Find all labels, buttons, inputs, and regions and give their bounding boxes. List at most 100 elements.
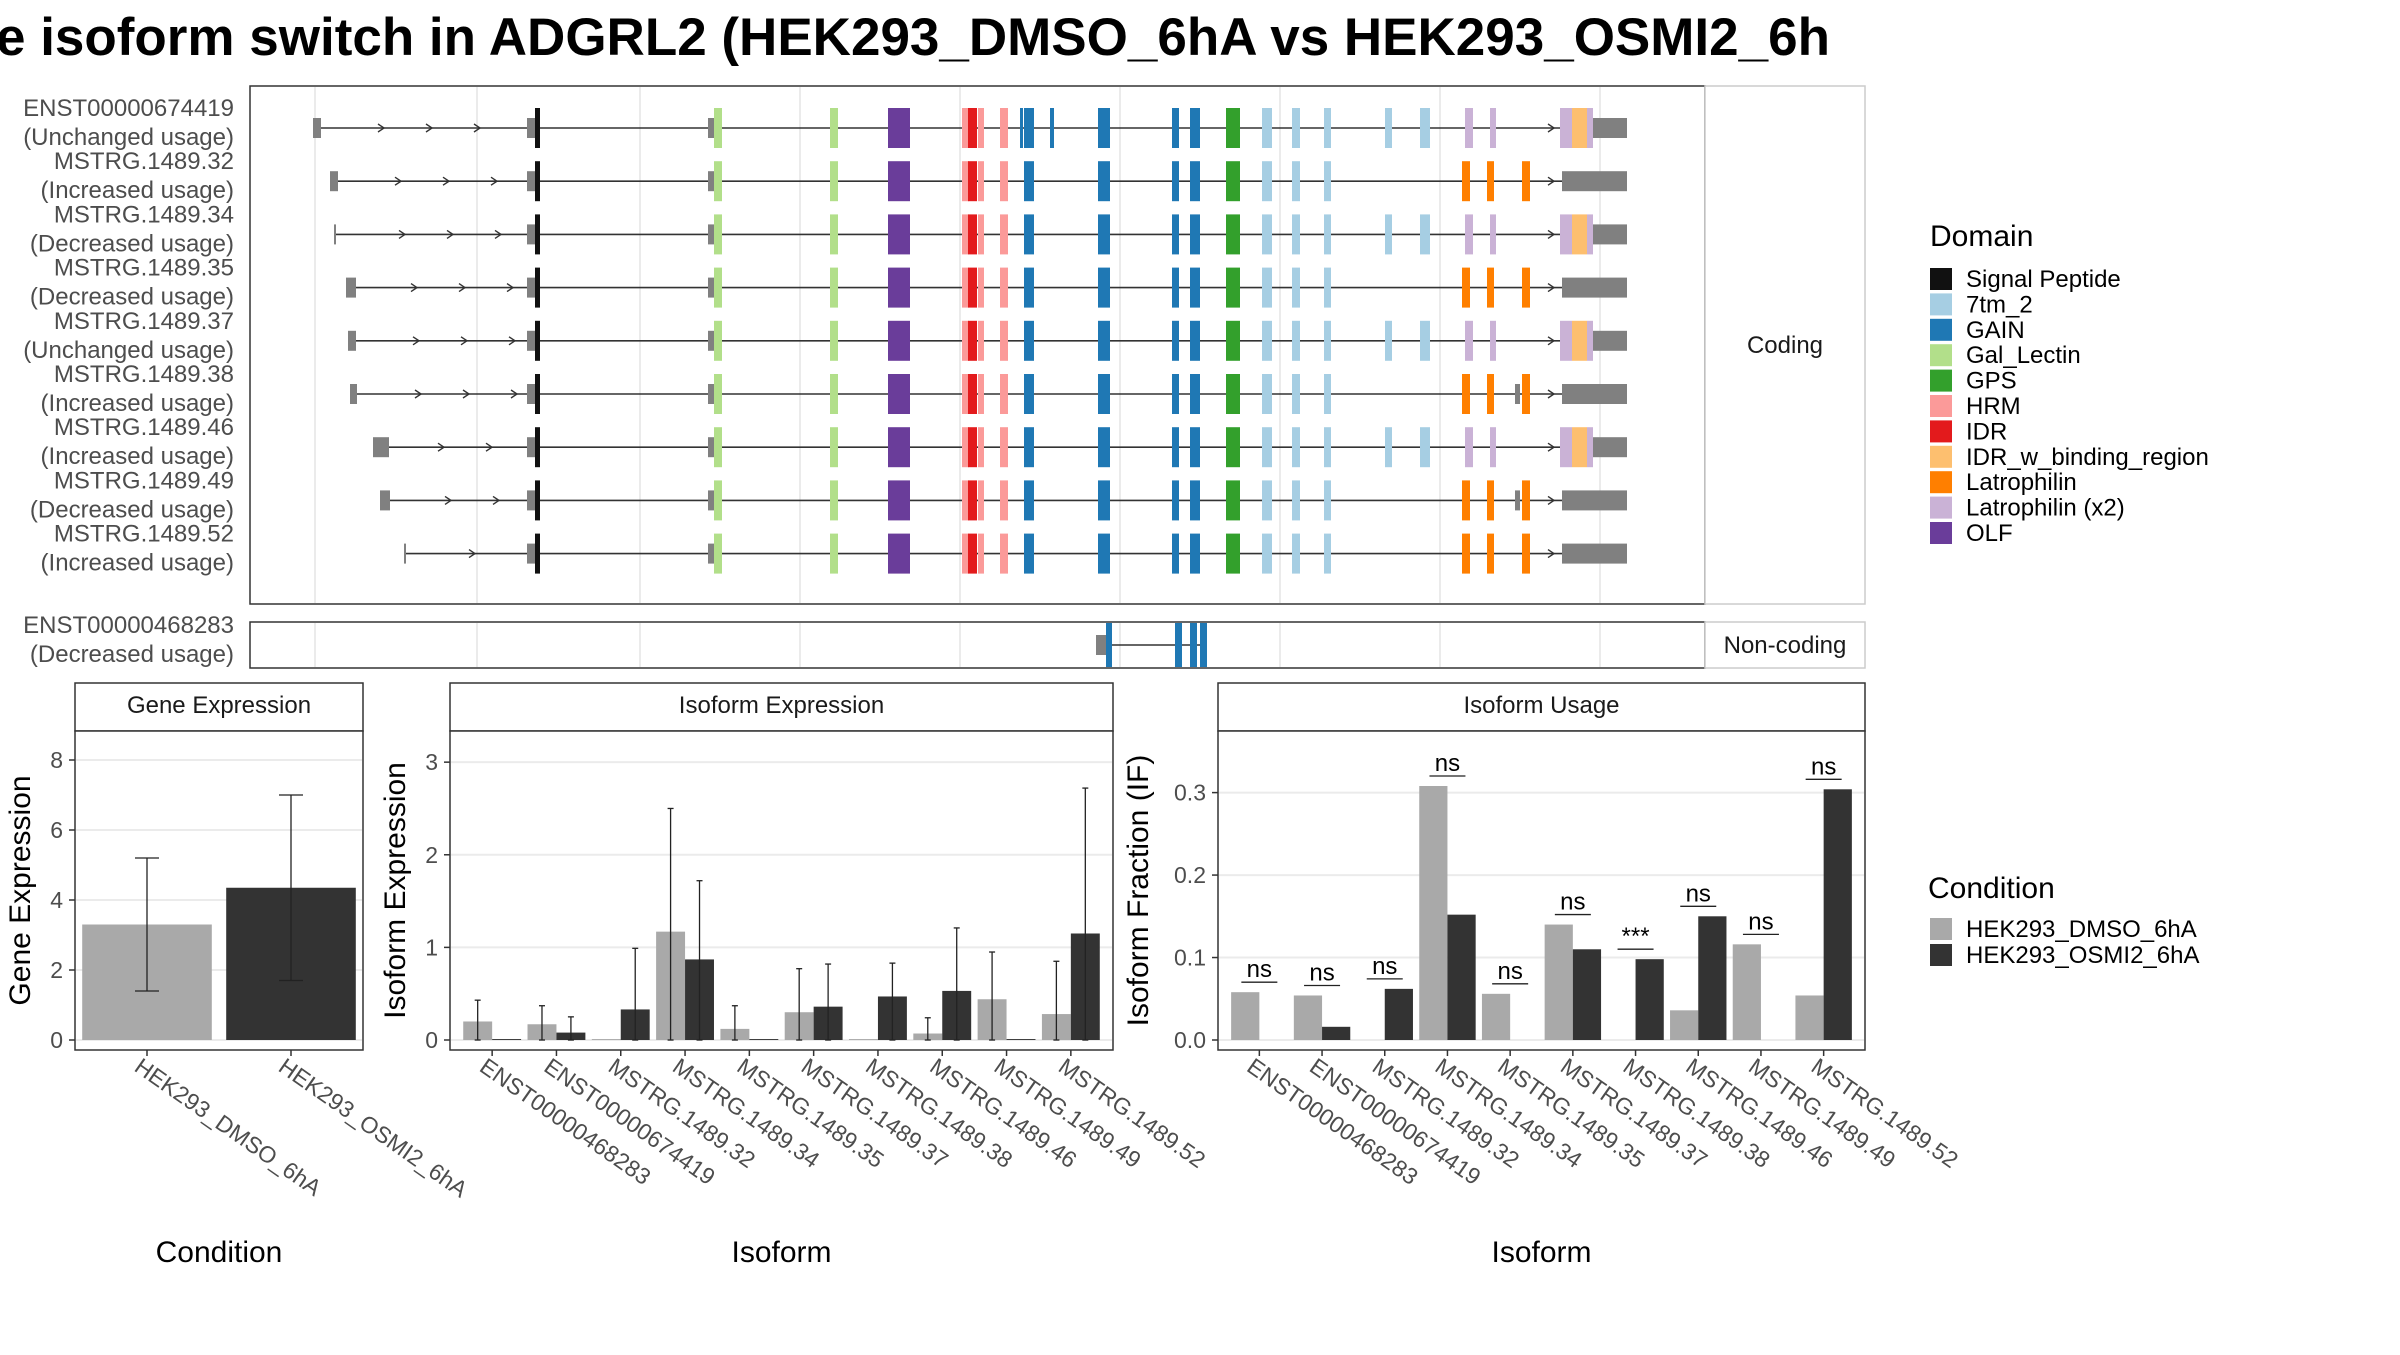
exon-domain — [714, 480, 722, 521]
exon-domain — [962, 108, 969, 148]
strand-arrow-icon — [462, 389, 471, 399]
exon-domain — [888, 108, 910, 148]
exon-domain — [1190, 374, 1200, 414]
exon-domain — [1226, 480, 1240, 521]
exon-domain — [1593, 330, 1627, 351]
exon-domain — [1024, 214, 1034, 255]
strand-arrow-icon — [1547, 336, 1556, 346]
domain-legend-title: Domain — [1930, 220, 2033, 253]
x-axis-title: Condition — [156, 1236, 283, 1269]
exon-domain — [527, 543, 537, 564]
exon-domain — [1490, 320, 1496, 361]
legend-swatch — [1930, 293, 1952, 316]
exon-domain — [830, 427, 838, 468]
utr-exon — [380, 490, 390, 511]
utr-exon — [334, 224, 336, 245]
exon-domain — [978, 374, 984, 414]
exon-domain — [1190, 320, 1200, 361]
transcript-usage: (Unchanged usage) — [23, 124, 234, 151]
exon-domain — [708, 384, 716, 404]
utr-exon — [404, 543, 406, 564]
significance-label: ns — [1686, 880, 1711, 907]
exon-domain — [962, 374, 969, 414]
exon-domain — [527, 490, 537, 511]
exon-domain — [1190, 427, 1200, 468]
exon-domain — [1385, 108, 1392, 148]
significance-label: ns — [1560, 889, 1585, 916]
exon-domain — [1292, 267, 1300, 308]
y-tick-label: 6 — [50, 817, 63, 843]
exon-domain — [1000, 374, 1008, 414]
exon-domain — [1324, 267, 1331, 308]
exon-domain — [527, 171, 537, 192]
exon-domain — [1262, 108, 1272, 148]
exon-domain — [1000, 480, 1008, 521]
x-axis-title: Isoform — [1491, 1236, 1591, 1269]
strand-arrow-icon — [425, 123, 434, 133]
strand-arrow-icon — [437, 442, 446, 452]
panel-strip-label: Isoform Expression — [679, 692, 884, 719]
exon-domain — [1420, 427, 1430, 468]
exon-domain — [1420, 320, 1430, 361]
exon-domain — [1226, 214, 1240, 255]
exon-domain — [527, 224, 537, 245]
legend-label: GPS — [1966, 368, 2017, 395]
exon-domain — [1226, 374, 1240, 414]
legend-swatch — [1930, 344, 1952, 367]
exon-domain — [1587, 108, 1593, 148]
exon-domain — [1562, 543, 1627, 564]
panel-strip — [1217, 682, 1866, 732]
exon-domain — [1465, 320, 1473, 361]
legend-swatch — [1930, 522, 1952, 544]
exon-domain — [1190, 161, 1200, 202]
coding-strip-label: Coding — [1747, 332, 1823, 359]
transcript-row: ENST00000674419(Unchanged usage) — [23, 95, 1627, 151]
exon-domain — [1522, 267, 1530, 308]
exon-domain — [978, 267, 984, 308]
isoform-usage-bar — [1732, 944, 1761, 1040]
exon-domain — [1487, 533, 1494, 574]
exon-domain — [888, 320, 910, 361]
exon-domain — [1000, 533, 1008, 574]
isoform-usage-bar — [1795, 995, 1824, 1040]
exon-domain — [708, 224, 716, 245]
strand-arrow-icon — [494, 229, 503, 239]
exon-domain — [1572, 214, 1587, 255]
y-tick-label: 2 — [425, 842, 438, 868]
exon-domain — [1292, 161, 1300, 202]
isoform-usage-bar — [1544, 924, 1573, 1040]
exon-domain — [1175, 623, 1182, 667]
isoform-usage-bar — [1293, 995, 1323, 1040]
exon-domain — [1324, 161, 1331, 202]
exon-domain — [1562, 384, 1627, 404]
figure-title: e isoform switch in ADGRL2 (HEK293_DMSO_… — [0, 8, 1830, 67]
exon-domain — [1200, 623, 1207, 667]
transcript-name: ENST00000468283 — [23, 612, 234, 639]
exon-domain — [1560, 320, 1572, 361]
exon-domain — [1522, 533, 1530, 574]
exon-domain — [968, 320, 977, 361]
transcript-row: MSTRG.1489.34(Decreased usage) — [30, 201, 1627, 257]
legend-label: GAIN — [1966, 317, 2025, 344]
exon-domain — [1262, 161, 1272, 202]
exon-domain — [888, 267, 910, 308]
exon-domain — [527, 118, 537, 138]
y-tick-label: 3 — [425, 749, 438, 775]
exon-domain — [1024, 267, 1034, 308]
exon-domain — [978, 161, 984, 202]
legend-swatch — [1930, 268, 1952, 290]
legend-swatch — [1930, 496, 1952, 519]
exon-domain — [1324, 533, 1331, 574]
exon-domain — [830, 108, 838, 148]
exon-domain — [1487, 161, 1494, 202]
noncoding-strip — [1704, 621, 1866, 669]
exon-domain — [708, 543, 716, 564]
strand-arrow-icon — [458, 283, 467, 293]
transcript-usage: (Decreased usage) — [30, 230, 234, 257]
isoform-usage-bar — [1322, 1026, 1351, 1040]
exon-domain — [962, 533, 969, 574]
exon-domain — [1172, 267, 1179, 308]
exon-domain — [1262, 533, 1272, 574]
isoform-expression-bar — [492, 1039, 522, 1040]
